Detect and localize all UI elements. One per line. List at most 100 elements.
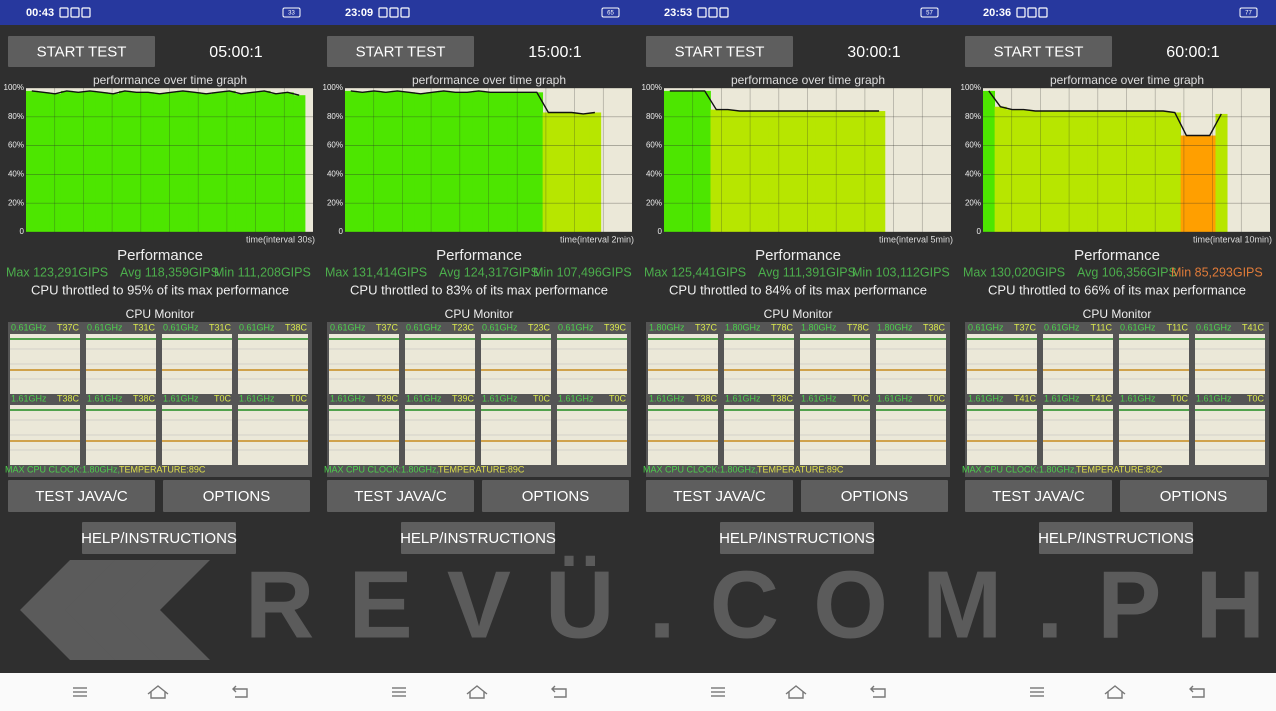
help-button-label[interactable]: HELP/INSTRUCTIONS bbox=[719, 530, 875, 547]
max-cpu-clock: MAX CPU CLOCK:1.80GHz, bbox=[5, 464, 120, 474]
start-test-button[interactable] bbox=[8, 36, 155, 67]
core-frequency: 0.61GHz bbox=[1044, 322, 1080, 332]
options-button-label[interactable]: OPTIONS bbox=[522, 488, 590, 505]
options-button-label[interactable]: OPTIONS bbox=[1160, 488, 1228, 505]
options-button-label[interactable]: OPTIONS bbox=[841, 488, 909, 505]
performance-bar bbox=[1087, 111, 1100, 232]
help-button-label[interactable]: HELP/INSTRUCTIONS bbox=[400, 530, 556, 547]
status-icon bbox=[70, 7, 80, 18]
performance-bar bbox=[72, 92, 85, 232]
performance-bar bbox=[768, 111, 781, 232]
status-time: 00:43 bbox=[26, 7, 54, 19]
test-java-button-label[interactable]: TEST JAVA/C bbox=[35, 488, 128, 505]
performance-bar bbox=[49, 93, 62, 232]
y-tick-label: 60% bbox=[965, 141, 981, 150]
y-tick-label: 40% bbox=[327, 170, 343, 179]
core-temperature: T38C bbox=[923, 322, 946, 332]
core-frequency: 0.61GHz bbox=[330, 322, 366, 332]
status-icon bbox=[1016, 7, 1026, 18]
help-button[interactable] bbox=[1039, 522, 1193, 554]
nav-back-icon[interactable] bbox=[870, 685, 886, 698]
battery-level: 65 bbox=[607, 11, 614, 17]
nav-home-icon[interactable] bbox=[147, 685, 169, 699]
performance-bar bbox=[1180, 135, 1193, 232]
performance-bar bbox=[414, 93, 427, 232]
start-test-button[interactable] bbox=[965, 36, 1112, 67]
options-button-label[interactable]: OPTIONS bbox=[203, 488, 271, 505]
test-java-button-label[interactable]: TEST JAVA/C bbox=[992, 488, 1085, 505]
test-java-button[interactable] bbox=[965, 480, 1112, 512]
status-bar bbox=[0, 0, 1276, 25]
status-icon bbox=[400, 7, 410, 18]
performance-bar bbox=[589, 112, 602, 232]
core-frequency: 0.61GHz bbox=[11, 322, 47, 332]
help-button[interactable] bbox=[401, 522, 555, 554]
status-icon bbox=[389, 7, 399, 18]
core-frequency: 0.61GHz bbox=[239, 322, 275, 332]
performance-bar bbox=[496, 92, 509, 232]
battery-level: 57 bbox=[926, 11, 933, 17]
graph-title: performance over time graph bbox=[412, 73, 566, 87]
core-temperature: T38C bbox=[695, 393, 718, 403]
performance-bar bbox=[426, 92, 439, 232]
core-temperature: T39C bbox=[376, 393, 399, 403]
nav-back-icon[interactable] bbox=[232, 685, 248, 698]
performance-bar bbox=[861, 111, 874, 232]
core-frequency: 1.61GHz bbox=[482, 393, 518, 403]
options-button[interactable] bbox=[163, 480, 310, 512]
performance-bar bbox=[60, 90, 73, 232]
nav-home-icon[interactable] bbox=[785, 685, 807, 699]
performance-bar bbox=[379, 92, 392, 232]
test-java-button-label[interactable]: TEST JAVA/C bbox=[673, 488, 766, 505]
max-stat: Max 123,291GIPS bbox=[6, 265, 108, 279]
performance-bar bbox=[803, 111, 816, 232]
options-button[interactable] bbox=[482, 480, 629, 512]
performance-bar bbox=[1192, 135, 1205, 232]
test-java-button-label[interactable]: TEST JAVA/C bbox=[354, 488, 447, 505]
performance-bar bbox=[873, 111, 886, 232]
help-button[interactable] bbox=[82, 522, 236, 554]
y-tick-label: 0 bbox=[658, 227, 663, 236]
options-button[interactable] bbox=[1120, 480, 1267, 512]
options-button[interactable] bbox=[801, 480, 948, 512]
nav-home-icon[interactable] bbox=[1104, 685, 1126, 699]
battery-icon bbox=[920, 7, 939, 18]
performance-bar bbox=[1134, 111, 1147, 232]
logo-chevron bbox=[110, 560, 210, 660]
status-time: 23:09 bbox=[345, 7, 373, 19]
core-frequency: 0.61GHz bbox=[968, 322, 1004, 332]
core-frequency: 1.61GHz bbox=[649, 393, 685, 403]
performance-line bbox=[988, 90, 1222, 137]
performance-bar bbox=[698, 90, 711, 232]
start-test-button[interactable] bbox=[646, 36, 793, 67]
performance-bar bbox=[258, 90, 271, 232]
performance-bar bbox=[687, 90, 700, 232]
start-test-button-label[interactable]: START TEST bbox=[675, 43, 765, 60]
performance-bar bbox=[733, 111, 746, 232]
start-test-button-label[interactable]: START TEST bbox=[356, 43, 446, 60]
y-tick-label: 60% bbox=[646, 141, 662, 150]
performance-bar bbox=[368, 90, 381, 232]
avg-stat: Avg 124,317GIPS bbox=[439, 265, 539, 279]
performance-line bbox=[31, 90, 300, 96]
start-test-button[interactable] bbox=[327, 36, 474, 67]
test-java-button[interactable] bbox=[8, 480, 155, 512]
throttle-text: CPU throttled to 84% of its max performa… bbox=[669, 282, 927, 297]
nav-back-icon[interactable] bbox=[1189, 685, 1205, 698]
max-cpu-clock: MAX CPU CLOCK:1.80GHz, bbox=[324, 464, 439, 474]
nav-home-icon[interactable] bbox=[466, 685, 488, 699]
core-frequency: 0.61GHz bbox=[1120, 322, 1156, 332]
start-test-button-label[interactable]: START TEST bbox=[37, 43, 127, 60]
core-temperature: T37C bbox=[57, 322, 80, 332]
help-button-label[interactable]: HELP/INSTRUCTIONS bbox=[81, 530, 237, 547]
start-test-button-label[interactable]: START TEST bbox=[994, 43, 1084, 60]
watermark: REVÜ.COM.PH bbox=[245, 551, 1265, 658]
performance-bar bbox=[107, 93, 120, 232]
nav-back-icon[interactable] bbox=[551, 685, 567, 698]
help-button-label[interactable]: HELP/INSTRUCTIONS bbox=[1038, 530, 1194, 547]
test-java-button[interactable] bbox=[327, 480, 474, 512]
help-button[interactable] bbox=[720, 522, 874, 554]
core-temperature: T11C bbox=[1167, 322, 1189, 332]
test-java-button[interactable] bbox=[646, 480, 793, 512]
performance-bar bbox=[722, 109, 735, 232]
